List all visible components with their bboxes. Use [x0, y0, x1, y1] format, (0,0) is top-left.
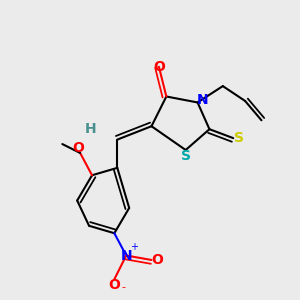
Text: O: O — [151, 253, 163, 267]
Text: N: N — [120, 248, 132, 262]
Text: O: O — [72, 141, 84, 154]
Text: O: O — [108, 278, 120, 292]
Text: S: S — [181, 149, 191, 163]
Text: S: S — [234, 131, 244, 145]
Text: -: - — [121, 282, 125, 292]
Text: N: N — [197, 93, 209, 107]
Text: +: + — [130, 242, 138, 252]
Text: H: H — [85, 122, 96, 136]
Text: O: O — [153, 60, 165, 74]
